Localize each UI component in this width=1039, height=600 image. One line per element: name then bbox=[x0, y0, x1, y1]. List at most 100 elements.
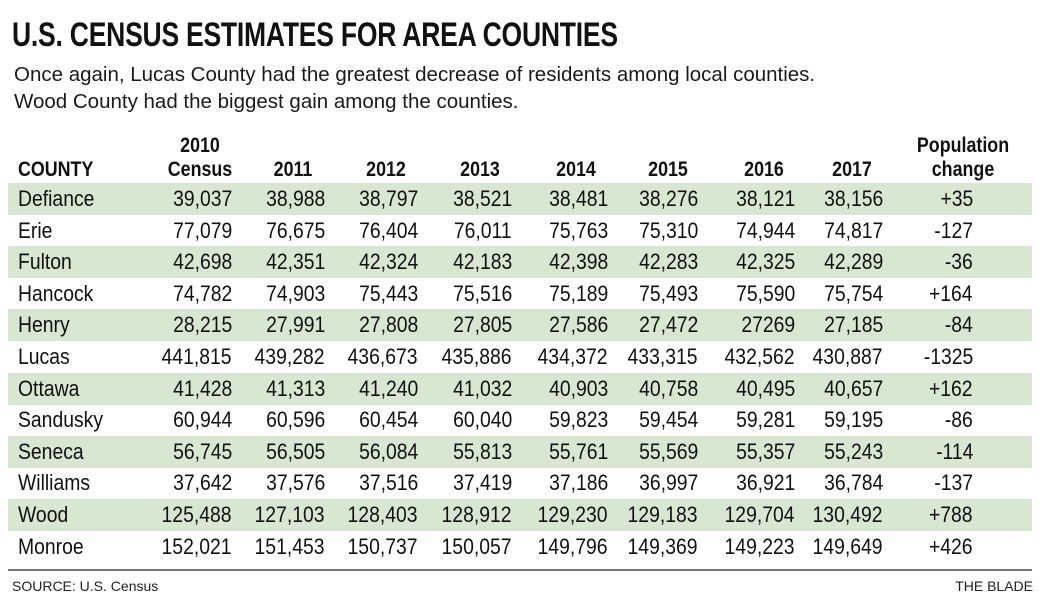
population-cell: 37,642 bbox=[172, 470, 232, 496]
county-name: Monroe bbox=[18, 533, 84, 559]
population-change-cell: +426 bbox=[929, 533, 973, 559]
population-cell: 60,040 bbox=[452, 407, 512, 433]
header-line: 2015 bbox=[648, 158, 688, 181]
population-cell: 149,223 bbox=[725, 533, 795, 559]
table-row-williams: Williams 37,642 37,576 37,516 37,419 37,186 36… bbox=[8, 467, 1032, 499]
population-cell: 128,403 bbox=[348, 502, 418, 527]
population-cell: 74,782 bbox=[172, 280, 232, 306]
population-cell: 40,903 bbox=[548, 375, 608, 401]
header-line: 2012 bbox=[366, 158, 406, 181]
header-line: change bbox=[931, 158, 995, 181]
county-name: Defiance bbox=[18, 186, 95, 211]
population-cell: 75,443 bbox=[358, 280, 418, 306]
population-cell: 40,495 bbox=[735, 375, 795, 401]
population-cell: 39,037 bbox=[172, 186, 232, 211]
population-cell: 38,276 bbox=[638, 186, 698, 211]
population-cell: 27,805 bbox=[452, 312, 512, 338]
population-cell: 129,704 bbox=[725, 502, 795, 527]
population-cell: 38,156 bbox=[823, 186, 883, 211]
population-cell: 75,310 bbox=[638, 217, 698, 243]
population-cell: 59,195 bbox=[823, 407, 883, 433]
table-row-defiance: Defiance 39,037 38,988 38,797 38,521 38,481 38… bbox=[8, 183, 1032, 215]
population-cell: 27269 bbox=[741, 312, 795, 338]
population-cell: 38,797 bbox=[358, 186, 418, 211]
population-cell: 42,283 bbox=[638, 249, 698, 275]
table-row-monroe: Monroe 152,021 151,453 150,737 150,057 149,79… bbox=[8, 531, 1032, 563]
population-cell: 38,481 bbox=[548, 186, 608, 211]
population-cell: 27,472 bbox=[638, 312, 698, 338]
population-cell: 36,997 bbox=[638, 470, 698, 496]
population-cell: 432,562 bbox=[725, 344, 795, 369]
population-cell: 60,944 bbox=[172, 407, 232, 433]
population-cell: 55,243 bbox=[823, 438, 883, 464]
population-cell: 40,758 bbox=[638, 375, 698, 401]
population-change-cell: -86 bbox=[945, 407, 973, 433]
population-cell: 37,576 bbox=[265, 470, 325, 496]
population-cell: 42,325 bbox=[735, 249, 795, 275]
population-cell: 76,675 bbox=[265, 217, 325, 243]
header-line: 2010 bbox=[180, 134, 220, 157]
county-name: Sandusky bbox=[18, 407, 104, 433]
population-cell: 130,492 bbox=[813, 502, 883, 527]
population-cell: 75,493 bbox=[638, 280, 698, 306]
header-line: COUNTY bbox=[18, 158, 94, 181]
county-name: Lucas bbox=[18, 344, 70, 369]
population-cell: 151,453 bbox=[255, 533, 325, 559]
population-cell: 55,761 bbox=[548, 438, 608, 464]
table-row-ottawa: Ottawa 41,428 41,313 41,240 41,032 40,903 40,7… bbox=[8, 372, 1032, 405]
population-cell: 76,011 bbox=[454, 217, 512, 243]
population-cell: 42,351 bbox=[265, 249, 325, 275]
population-cell: 37,419 bbox=[452, 470, 512, 496]
population-cell: 37,516 bbox=[358, 470, 418, 496]
population-cell: 129,183 bbox=[628, 502, 698, 527]
population-cell: 434,372 bbox=[538, 344, 608, 369]
population-cell: 41,240 bbox=[358, 375, 418, 401]
population-cell: 149,796 bbox=[538, 533, 608, 559]
population-cell: 42,398 bbox=[548, 249, 608, 275]
header-line: Population bbox=[916, 134, 1010, 157]
population-change-cell: -36 bbox=[945, 249, 973, 275]
table-row-lucas: Lucas 441,815 439,282 436,673 435,886 434,372… bbox=[8, 341, 1032, 373]
county-name: Erie bbox=[18, 217, 53, 243]
population-cell: 27,586 bbox=[548, 312, 608, 338]
column-header-2011: 2011 bbox=[242, 158, 344, 182]
population-cell: 41,428 bbox=[172, 375, 232, 401]
header-line: 2016 bbox=[744, 158, 784, 181]
population-cell: 37,186 bbox=[548, 470, 608, 496]
population-cell: 55,813 bbox=[452, 438, 512, 464]
population-cell: 149,649 bbox=[813, 533, 883, 559]
population-cell: 75,754 bbox=[823, 280, 883, 306]
population-cell: 56,084 bbox=[358, 438, 418, 464]
subtitle-line-2: Wood County had the biggest gain among t… bbox=[14, 90, 519, 113]
population-cell: 59,281 bbox=[735, 407, 795, 433]
population-cell: 433,315 bbox=[628, 344, 698, 369]
population-cell: 42,324 bbox=[358, 249, 418, 275]
population-cell: 60,454 bbox=[358, 407, 418, 433]
header-line: 2013 bbox=[460, 158, 500, 181]
table-row-wood: Wood 125,488 127,103 128,403 128,912 129,230 1… bbox=[8, 499, 1032, 531]
population-cell: 76,404 bbox=[358, 217, 418, 243]
population-cell: 36,784 bbox=[823, 470, 883, 496]
population-cell: 60,596 bbox=[265, 407, 325, 433]
subtitle-line-1: Once again, Lucas County had the greates… bbox=[14, 63, 816, 86]
population-cell: 77,079 bbox=[172, 217, 232, 243]
column-header-county: COUNTY bbox=[18, 158, 93, 182]
county-name: Wood bbox=[18, 502, 69, 527]
population-cell: 41,313 bbox=[265, 375, 325, 401]
population-cell: 75,763 bbox=[548, 217, 608, 243]
population-cell: 59,823 bbox=[548, 407, 608, 433]
column-header-2014: 2014 bbox=[525, 158, 627, 182]
column-header-2016: 2016 bbox=[713, 158, 815, 182]
column-header-change: Population change bbox=[912, 134, 1014, 182]
table-row-hancock: Hancock 74,782 74,903 75,443 75,516 75,189 75,… bbox=[8, 278, 1032, 310]
population-cell: 430,887 bbox=[813, 344, 883, 369]
population-change-cell: -114 bbox=[935, 438, 973, 464]
population-cell: 38,121 bbox=[735, 186, 795, 211]
population-change-cell: -84 bbox=[945, 312, 973, 338]
county-name: Henry bbox=[18, 312, 70, 338]
population-cell: 38,988 bbox=[265, 186, 325, 211]
population-cell: 27,991 bbox=[265, 312, 325, 338]
header-line: 2011 bbox=[273, 158, 313, 181]
column-header-2015: 2015 bbox=[617, 158, 719, 182]
county-name: Ottawa bbox=[18, 375, 80, 401]
